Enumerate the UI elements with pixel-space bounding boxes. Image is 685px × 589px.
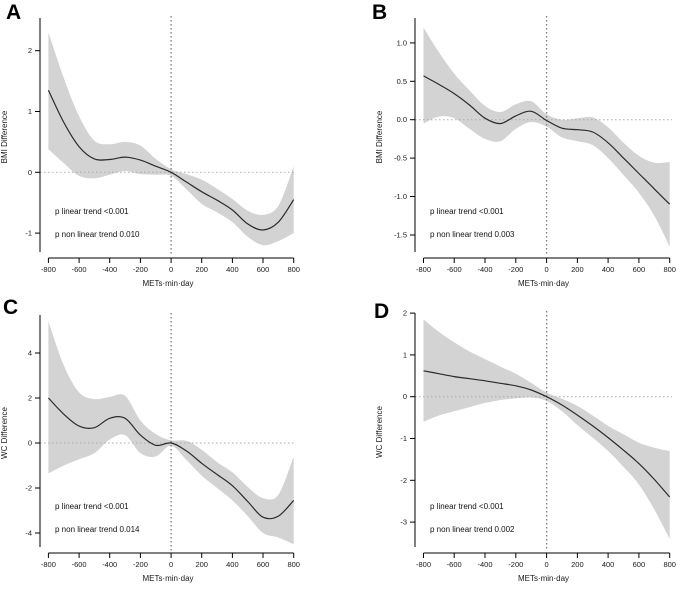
x-tick-label: -600 <box>72 560 87 569</box>
y-axis-title: BMI Difference <box>375 110 384 163</box>
x-tick-label: -600 <box>447 560 462 569</box>
panel-d: D -3 -2 -1 0 1 2 -800 -600 -400 -200 0 200 400 600 800… <box>343 295 685 589</box>
x-tick-label: 200 <box>571 560 584 569</box>
p-nonlinear-annotation: p non linear trend 0.014 <box>55 525 140 534</box>
x-axis-title: METs·min·day <box>518 279 569 288</box>
y-tick-label: 2 <box>28 46 32 55</box>
panel-c: C -4 -2 0 2 4 -800 -600 -400 -200 0 200 400 600 800 WC… <box>0 295 342 589</box>
y-tick-label: 0 <box>28 168 32 177</box>
x-tick-label: 400 <box>602 560 615 569</box>
x-tick-label: -800 <box>416 265 431 274</box>
p-nonlinear-annotation: p non linear trend 0.010 <box>55 230 140 239</box>
y-tick-label: 0 <box>403 392 407 401</box>
p-nonlinear-annotation: p non linear trend 0.002 <box>430 525 515 534</box>
x-tick-label: -400 <box>102 265 117 274</box>
panel-a-chart: -1 0 1 2 -800 -600 -400 -200 0 200 400 600 800 BMI Di… <box>0 16 300 288</box>
panel-d-letter: D <box>374 300 390 323</box>
x-tick-label: -200 <box>508 265 523 274</box>
p-linear-annotation: p linear trend <0.001 <box>55 502 129 511</box>
y-tick-label: -1.5 <box>394 231 407 240</box>
x-tick-label: 600 <box>633 265 646 274</box>
confidence-band <box>48 321 294 545</box>
panel-b-chart: -1.5 -1.0 -0.5 0.0 0.5 1.0 -800 -600 -400 -200 0 20… <box>375 16 676 288</box>
y-tick-label: -0.5 <box>394 154 407 163</box>
y-tick-label: 1 <box>403 350 407 359</box>
x-tick-label: 200 <box>195 560 208 569</box>
x-tick-label: 200 <box>571 265 584 274</box>
y-tick-label: -1.0 <box>394 192 407 201</box>
x-tick-label: 800 <box>287 560 300 569</box>
x-axis-title: METs·min·day <box>142 279 193 288</box>
x-tick-label: -600 <box>447 265 462 274</box>
panel-a-letter: A <box>6 1 22 24</box>
mean-curve <box>47 89 295 231</box>
y-tick-label: 0 <box>28 439 32 448</box>
p-linear-annotation: p linear trend <0.001 <box>430 502 504 511</box>
x-tick-label: 800 <box>663 265 676 274</box>
y-tick-label: 4 <box>28 349 32 358</box>
y-tick-label: 0.5 <box>397 77 407 86</box>
x-tick-label: -200 <box>508 560 523 569</box>
x-tick-label: 0 <box>545 265 549 274</box>
x-tick-label: 400 <box>226 560 239 569</box>
x-tick-label: -200 <box>133 265 148 274</box>
panel-b-letter: B <box>372 1 388 24</box>
x-tick-label: 400 <box>226 265 239 274</box>
y-tick-label: -2 <box>400 476 407 485</box>
panel-b: B -1.5 -1.0 -0.5 0.0 0.5 1.0 -800 -600 -400 -200 0… <box>343 0 685 295</box>
confidence-band <box>423 319 670 539</box>
x-tick-label: 600 <box>257 265 270 274</box>
y-tick-label: 2 <box>403 309 407 318</box>
y-axis-title: WC Difference <box>0 407 9 459</box>
y-tick-label: -3 <box>400 518 407 527</box>
x-tick-label: -400 <box>477 265 492 274</box>
p-nonlinear-annotation: p non linear trend 0.003 <box>430 230 515 239</box>
x-tick-label: 600 <box>257 560 270 569</box>
y-tick-label: -1 <box>25 229 32 238</box>
p-linear-annotation: p linear trend <0.001 <box>430 207 504 216</box>
mean-curve <box>423 75 671 205</box>
y-tick-label: 0.0 <box>397 115 407 124</box>
x-tick-label: 400 <box>602 265 615 274</box>
x-tick-label: 200 <box>195 265 208 274</box>
y-axis-title: WC Difference <box>375 406 384 458</box>
x-tick-label: -800 <box>41 560 56 569</box>
y-tick-label: -1 <box>400 434 407 443</box>
y-tick-label: 2 <box>28 394 32 403</box>
panel-c-letter: C <box>3 296 19 319</box>
mean-curve <box>47 397 295 520</box>
panel-a: A -1 0 1 2 -800 -600 -400 -200 0 200 400 600 800 BMI … <box>0 0 342 295</box>
x-tick-label: -800 <box>41 265 56 274</box>
x-tick-label: -400 <box>102 560 117 569</box>
x-tick-label: 800 <box>663 560 676 569</box>
panel-c-chart: -4 -2 0 2 4 -800 -600 -400 -200 0 200 400 600 800 WC D… <box>0 313 300 583</box>
panel-d-chart: -3 -2 -1 0 1 2 -800 -600 -400 -200 0 200 400 600 800 WC… <box>375 309 676 583</box>
y-tick-label: -4 <box>25 529 32 538</box>
x-tick-label: 0 <box>169 560 173 569</box>
x-tick-label: 600 <box>633 560 646 569</box>
y-tick-label: 1.0 <box>397 38 407 47</box>
x-axis-title: METs·min·day <box>518 574 569 583</box>
x-tick-label: 0 <box>545 560 549 569</box>
p-linear-annotation: p linear trend <0.001 <box>55 207 129 216</box>
x-tick-label: -600 <box>72 265 87 274</box>
mean-curve <box>423 370 671 498</box>
x-tick-label: 800 <box>287 265 300 274</box>
x-tick-label: -400 <box>477 560 492 569</box>
y-axis-title: BMI Difference <box>0 110 9 163</box>
x-tick-label: -800 <box>416 560 431 569</box>
x-tick-label: -200 <box>133 560 148 569</box>
confidence-band <box>48 32 294 246</box>
y-tick-label: -2 <box>25 484 32 493</box>
x-tick-label: 0 <box>169 265 173 274</box>
x-axis-title: METs·min·day <box>142 574 193 583</box>
y-tick-label: 1 <box>28 107 32 116</box>
